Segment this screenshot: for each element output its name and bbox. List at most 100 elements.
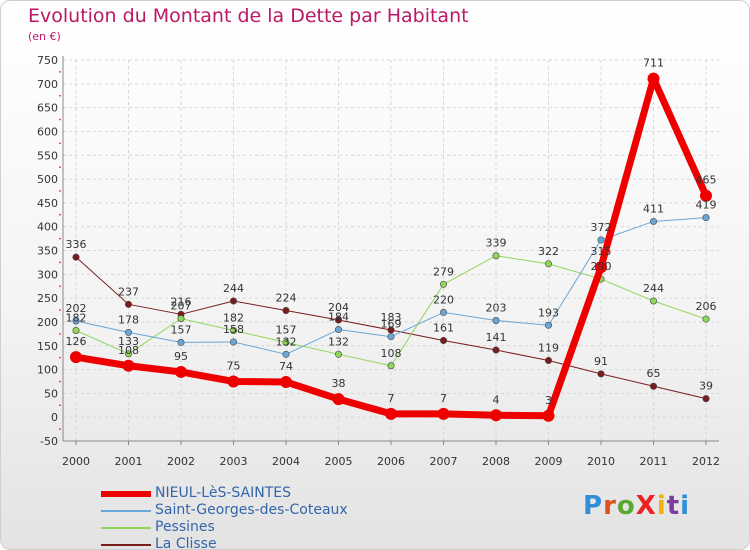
data-label-nieul-l-s-saintes: 7 bbox=[388, 392, 395, 405]
data-point-saint-georges-des-coteaux bbox=[544, 321, 552, 329]
data-point-saint-georges-des-coteaux bbox=[597, 236, 605, 244]
data-label-saint-georges-des-coteaux: 220 bbox=[433, 293, 454, 306]
data-label-nieul-l-s-saintes: 95 bbox=[174, 350, 188, 363]
y-minor-mark bbox=[59, 261, 61, 264]
data-label-nieul-l-s-saintes: 465 bbox=[696, 174, 717, 187]
data-label-la-clisse: 183 bbox=[381, 311, 402, 324]
y-tick-label: 50 bbox=[44, 387, 58, 400]
legend-swatch bbox=[101, 527, 151, 529]
data-label-pessines: 279 bbox=[433, 265, 454, 278]
data-point-la-clisse bbox=[492, 346, 500, 354]
data-label-pessines: 157 bbox=[276, 323, 297, 336]
x-tick-label: 2009 bbox=[535, 455, 563, 468]
logo-letter: i bbox=[656, 491, 667, 521]
x-tick-label: 2001 bbox=[115, 455, 143, 468]
logo-letter: X bbox=[635, 491, 657, 521]
logo-letter: o bbox=[616, 491, 636, 521]
data-point-pessines bbox=[649, 297, 657, 305]
x-tick-label: 2002 bbox=[167, 455, 195, 468]
y-tick-label: 200 bbox=[37, 316, 58, 329]
y-minor-mark bbox=[59, 190, 61, 192]
y-minor-mark bbox=[59, 237, 61, 240]
y-tick-label: 750 bbox=[37, 54, 58, 67]
y-minor-mark bbox=[59, 94, 61, 97]
data-label-saint-georges-des-coteaux: 203 bbox=[486, 302, 507, 315]
data-point-pessines bbox=[125, 350, 133, 358]
data-label-pessines: 339 bbox=[486, 237, 507, 250]
y-tick-label: 0 bbox=[51, 411, 58, 424]
data-point-saint-georges-des-coteaux bbox=[282, 350, 290, 358]
x-tick-label: 2006 bbox=[377, 455, 405, 468]
y-minor-mark bbox=[59, 285, 61, 288]
data-point-saint-georges-des-coteaux bbox=[387, 333, 395, 341]
data-label-pessines: 108 bbox=[381, 347, 402, 360]
logo-letter: r bbox=[603, 491, 617, 521]
y-minor-mark bbox=[59, 142, 61, 145]
chart-subtitle: (en €) bbox=[28, 30, 61, 43]
logo-letter: t bbox=[666, 491, 681, 521]
data-label-saint-georges-des-coteaux: 184 bbox=[328, 311, 349, 324]
data-label-nieul-l-s-saintes: 126 bbox=[66, 335, 87, 348]
data-point-saint-georges-des-coteaux bbox=[649, 217, 657, 225]
y-tick-label: 300 bbox=[37, 268, 58, 281]
data-label-pessines: 322 bbox=[538, 245, 559, 258]
x-tick-label: 2003 bbox=[220, 455, 248, 468]
y-tick-label: 700 bbox=[37, 78, 58, 91]
data-point-saint-georges-des-coteaux bbox=[702, 214, 710, 222]
y-tick-label: 550 bbox=[37, 149, 58, 162]
data-point-nieul-l-s-saintes bbox=[227, 375, 240, 388]
data-point-pessines bbox=[387, 362, 395, 370]
data-label-saint-georges-des-coteaux: 419 bbox=[696, 199, 717, 212]
data-label-pessines: 133 bbox=[118, 335, 139, 348]
legend-label: Pessines bbox=[155, 519, 215, 535]
data-point-nieul-l-s-saintes bbox=[595, 261, 607, 274]
logo-letter: P bbox=[583, 491, 604, 521]
data-point-la-clisse bbox=[230, 297, 238, 305]
data-label-saint-georges-des-coteaux: 132 bbox=[276, 335, 297, 348]
data-point-nieul-l-s-saintes bbox=[542, 409, 555, 422]
y-tick-label: 650 bbox=[37, 102, 58, 115]
data-label-pessines: 132 bbox=[328, 335, 349, 348]
y-minor-mark bbox=[59, 71, 61, 73]
data-point-pessines bbox=[334, 350, 342, 358]
data-label-nieul-l-s-saintes: 4 bbox=[493, 393, 500, 406]
data-point-nieul-l-s-saintes bbox=[700, 189, 712, 202]
data-point-pessines bbox=[492, 252, 500, 260]
y-minor-mark bbox=[59, 309, 61, 311]
y-tick-label: 150 bbox=[37, 340, 58, 353]
data-label-la-clisse: 141 bbox=[486, 331, 507, 344]
data-point-pessines bbox=[282, 338, 290, 346]
y-tick-label: 500 bbox=[37, 173, 58, 186]
data-label-la-clisse: 216 bbox=[171, 295, 192, 308]
legend-label: La Clisse bbox=[155, 536, 217, 550]
data-label-la-clisse: 91 bbox=[594, 355, 608, 368]
data-point-nieul-l-s-saintes bbox=[280, 375, 292, 388]
data-label-pessines: 182 bbox=[223, 312, 244, 325]
y-tick-label: 350 bbox=[37, 245, 58, 258]
y-minor-mark bbox=[59, 118, 61, 121]
grid bbox=[63, 59, 719, 442]
y-minor-mark bbox=[59, 356, 61, 359]
axes: -50 0 50 100 150 200 250 300 350 400 450 500 550 600 6… bbox=[37, 54, 720, 468]
data-label-nieul-l-s-saintes: 74 bbox=[279, 360, 293, 373]
data-labels: 3362372162442242041831611411199165391821… bbox=[66, 57, 717, 407]
data-label-saint-georges-des-coteaux: 372 bbox=[591, 221, 612, 234]
data-point-saint-georges-des-coteaux bbox=[230, 338, 238, 346]
data-point-nieul-l-s-saintes bbox=[385, 407, 397, 420]
data-point-la-clisse bbox=[439, 337, 447, 345]
data-label-saint-georges-des-coteaux: 169 bbox=[381, 318, 402, 331]
x-tick-label: 2012 bbox=[692, 455, 720, 468]
y-minor-mark bbox=[59, 213, 61, 216]
data-point-la-clisse bbox=[597, 370, 605, 378]
x-tick-label: 2004 bbox=[272, 455, 300, 468]
x-tick-label: 2007 bbox=[430, 455, 458, 468]
chart-title: Evolution du Montant de la Dette par Hab… bbox=[28, 5, 469, 27]
data-point-la-clisse bbox=[334, 316, 342, 324]
data-label-saint-georges-des-coteaux: 411 bbox=[643, 202, 664, 215]
data-label-saint-georges-des-coteaux: 158 bbox=[223, 323, 244, 336]
data-point-la-clisse bbox=[649, 382, 657, 390]
proxiti-logo: ProXiti bbox=[583, 491, 690, 521]
data-label-la-clisse: 39 bbox=[699, 380, 713, 393]
y-minor-mark bbox=[59, 428, 61, 430]
